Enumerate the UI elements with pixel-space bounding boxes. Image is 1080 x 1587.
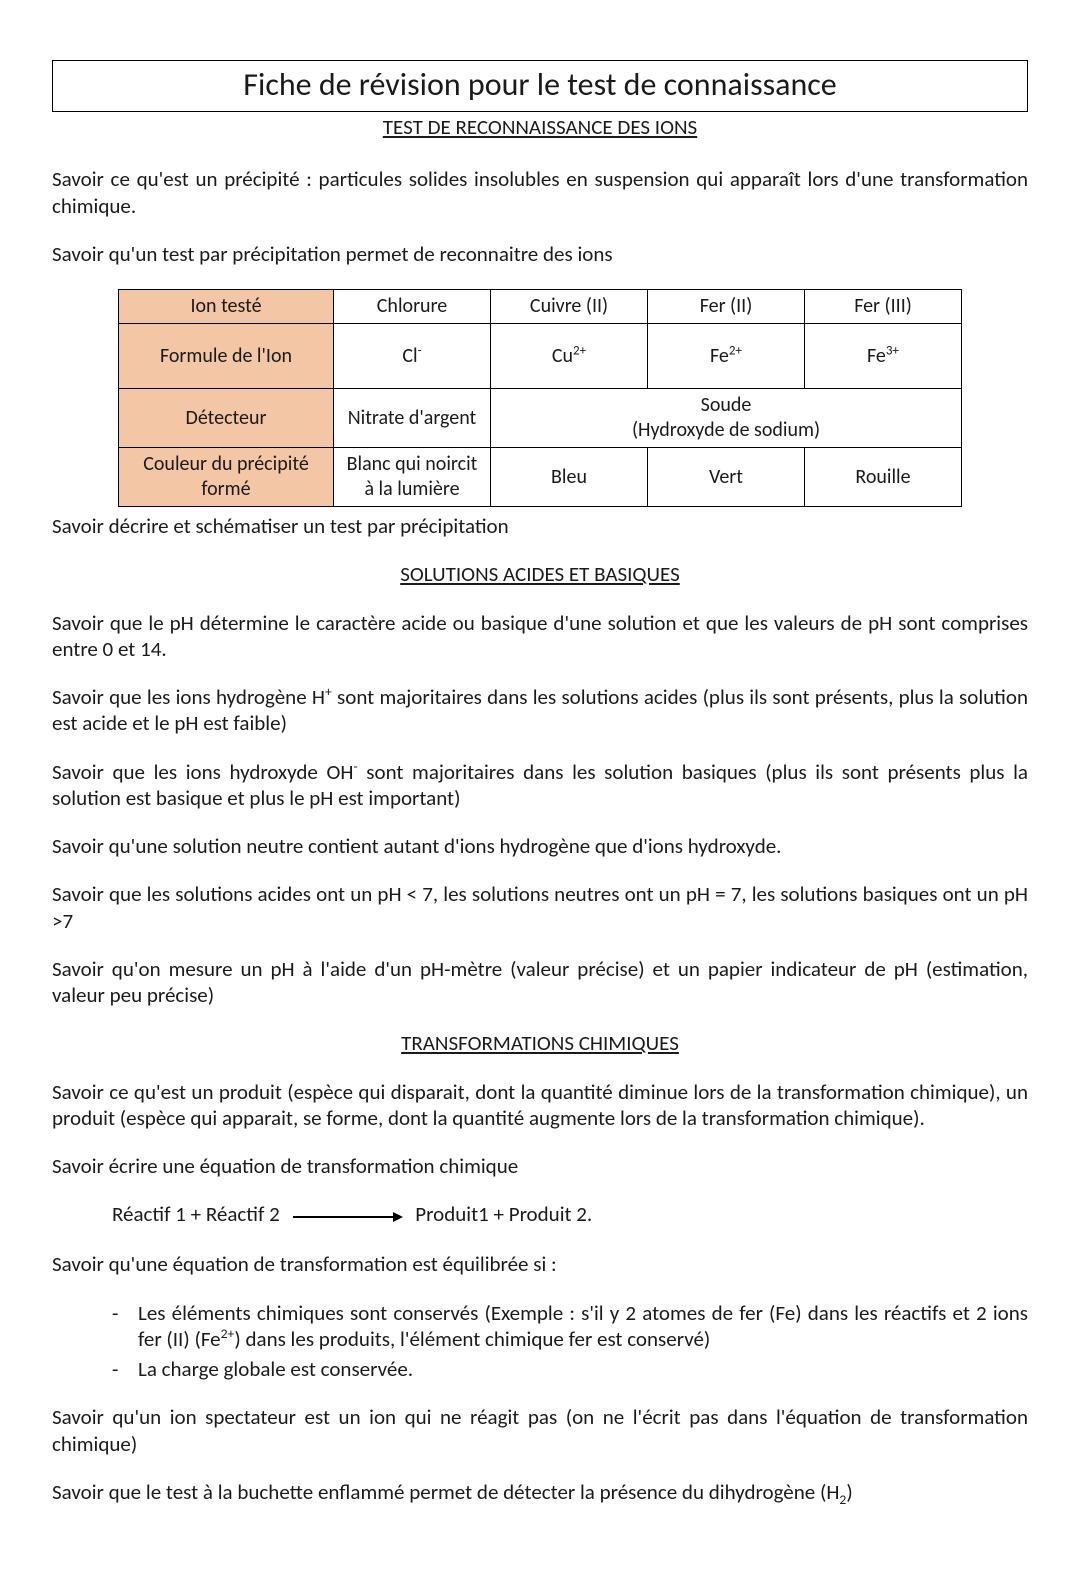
detector-line2: (Hydroxyde de sodium) [632,418,820,442]
list-item: Les éléments chimiques sont conservés (E… [112,1300,1028,1353]
bullet-list: Les éléments chimiques sont conservés (E… [52,1300,1028,1383]
table-cell-formula: Fe3+ [805,324,962,389]
row-header: Couleur du précipité formé [119,448,334,507]
paragraph: Savoir que les ions hydroxyde OH- sont m… [52,759,1028,812]
table-row: Détecteur Nitrate d'argent Soude (Hydrox… [119,389,962,448]
formula-base: Cu [552,344,573,368]
equation: Réactif 1 + Réactif 2 Produit1 + Produit… [112,1201,1028,1229]
detector-line1: Soude [701,393,752,417]
subtitle: TEST DE RECONNAISSANCE DES IONS [52,114,1028,140]
document-page: Fiche de révision pour le test de connai… [0,0,1080,1587]
row-header: Détecteur [119,389,334,448]
section-heading: SOLUTIONS ACIDES ET BASIQUES [52,561,1028,587]
table-cell: Fer (II) [648,290,805,324]
table-cell: Chlorure [334,290,491,324]
paragraph: Savoir ce qu'est un produit (espèce qui … [52,1079,1028,1132]
table-cell: Bleu [491,448,648,507]
formula-base: Fe [710,344,729,368]
table-cell: Fer (III) [805,290,962,324]
paragraph: Savoir qu'une solution neutre contient a… [52,833,1028,859]
table-row: Ion testé Chlorure Cuivre (II) Fer (II) … [119,290,962,324]
paragraph: Savoir qu'une équation de transformation… [52,1251,1028,1277]
text-run: Savoir que les ions hydroxyde OH [52,759,353,785]
paragraph: Savoir qu'on mesure un pH à l'aide d'un … [52,956,1028,1009]
row-header: Formule de l'Ion [119,324,334,389]
formula-sup: - [418,343,422,358]
table-cell: Rouille [805,448,962,507]
table-row: Formule de l'Ion Cl- Cu2+ Fe2+ Fe3+ [119,324,962,389]
table-cell: Nitrate d'argent [334,389,491,448]
table-row: Couleur du précipité formé Blanc qui noi… [119,448,962,507]
paragraph: Savoir ce qu'est un précipité : particul… [52,166,1028,219]
table-cell: Soude (Hydroxyde de sodium) [491,389,962,448]
formula-sup: 3+ [886,343,899,358]
page-title: Fiche de révision pour le test de connai… [52,60,1028,112]
formula-base: Cl [402,344,417,368]
table-cell: Blanc qui noircit à la lumière [334,448,491,507]
equation-left: Réactif 1 + Réactif 2 [112,1201,280,1227]
text-run: ) [846,1479,852,1505]
row-header: Ion testé [119,290,334,324]
paragraph: Savoir que le pH détermine le caractère … [52,610,1028,663]
ion-table: Ion testé Chlorure Cuivre (II) Fer (II) … [118,289,962,507]
paragraph: Savoir écrire une équation de transforma… [52,1153,1028,1179]
formula-sup: 2+ [573,343,586,358]
formula-base: Fe [867,344,886,368]
superscript: + [325,683,332,700]
list-item: La charge globale est conservée. [112,1356,1028,1382]
text-run: ) dans les produits, l'élément chimique … [234,1326,710,1352]
paragraph: Savoir qu'un test par précipitation perm… [52,241,1028,267]
table-cell-formula: Fe2+ [648,324,805,389]
table-cell: Cuivre (II) [491,290,648,324]
formula-sup: 2+ [729,343,742,358]
text-run: Savoir que les ions hydrogène H [52,684,325,710]
table-cell-formula: Cu2+ [491,324,648,389]
paragraph: Savoir que les solutions acides ont un p… [52,881,1028,934]
paragraph: Savoir décrire et schématiser un test pa… [52,513,1028,539]
table-cell-formula: Cl- [334,324,491,389]
table-cell: Vert [648,448,805,507]
paragraph: Savoir que les ions hydrogène H+ sont ma… [52,684,1028,737]
text-run: Savoir que le test à la buchette enflamm… [52,1479,839,1505]
paragraph: Savoir qu'un ion spectateur est un ion q… [52,1404,1028,1457]
equation-right: Produit1 + Produit 2. [415,1201,592,1227]
paragraph: Savoir que le test à la buchette enflamm… [52,1479,1028,1505]
superscript: 2+ [221,1325,235,1342]
section-heading: TRANSFORMATIONS CHIMIQUES [52,1030,1028,1056]
arrow-icon [293,1203,403,1229]
